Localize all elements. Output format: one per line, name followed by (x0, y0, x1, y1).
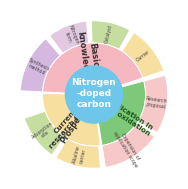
Text: Catalyst: Catalyst (104, 23, 113, 44)
Text: Nitrogen
-doped
carbon: Nitrogen -doped carbon (72, 78, 116, 109)
Text: Current
research focus: Current research focus (43, 96, 93, 150)
Text: Nitrogen
form: Nitrogen form (62, 25, 80, 48)
Wedge shape (102, 124, 155, 167)
Wedge shape (56, 139, 101, 168)
Wedge shape (49, 21, 89, 53)
Text: Adsorption
site: Adsorption site (30, 120, 57, 144)
Wedge shape (98, 81, 146, 146)
Text: Application in
HMF oxidation: Application in HMF oxidation (99, 94, 155, 137)
Text: Carrier: Carrier (136, 49, 151, 63)
Wedge shape (42, 43, 143, 93)
Wedge shape (91, 21, 130, 49)
Text: Prospect: Prospect (59, 108, 87, 145)
Text: Alkaline
carrier: Alkaline carrier (73, 145, 87, 166)
Circle shape (65, 66, 123, 123)
Wedge shape (122, 33, 164, 78)
Text: Synthesis
method: Synthesis method (25, 57, 50, 77)
Wedge shape (20, 39, 60, 92)
Text: Research
proposal: Research proposal (145, 96, 168, 110)
Text: Basic
knowledge: Basic knowledge (75, 29, 102, 83)
Wedge shape (45, 103, 99, 146)
Text: Expansion of
application scope: Expansion of application scope (111, 127, 143, 168)
Wedge shape (138, 75, 168, 132)
Wedge shape (42, 94, 100, 146)
Wedge shape (24, 111, 64, 155)
